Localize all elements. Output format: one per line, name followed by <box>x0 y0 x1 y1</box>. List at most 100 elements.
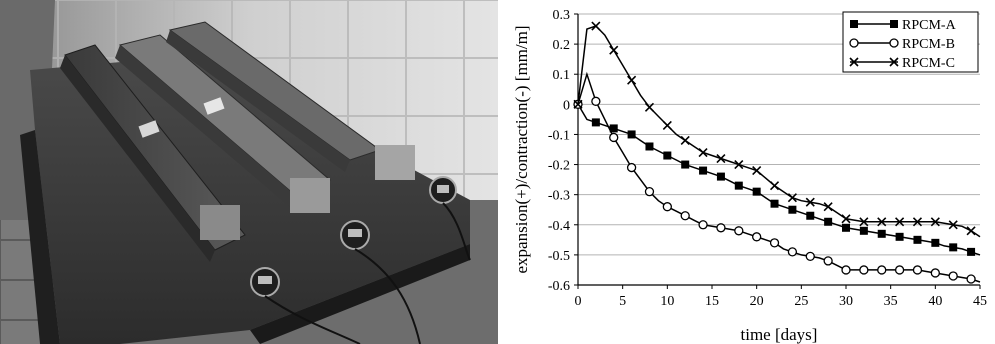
square-marker <box>931 238 940 247</box>
square-marker <box>967 247 976 256</box>
square-marker <box>645 142 654 151</box>
x-tick-label: 45 <box>973 294 987 309</box>
square-marker <box>824 217 833 226</box>
gauge-cable-2 <box>354 248 421 344</box>
y-tick-label: -0.1 <box>548 128 570 143</box>
gauge-cable-1 <box>264 295 361 344</box>
square-marker <box>850 20 858 28</box>
x-marker <box>823 202 833 212</box>
legend-label: RPCM-B <box>902 37 955 52</box>
y-tick-label: -0.3 <box>548 189 570 204</box>
series-rpcm-c <box>573 21 981 238</box>
square-marker <box>734 181 743 190</box>
y-tick-label: -0.5 <box>548 249 570 264</box>
square-marker <box>859 226 868 235</box>
square-marker <box>895 232 904 241</box>
x-marker <box>609 45 619 55</box>
square-marker <box>627 130 636 139</box>
dial-gauge-1 <box>200 205 280 297</box>
square-marker <box>591 118 600 127</box>
circle-marker <box>966 274 976 284</box>
chart-canvas: 0.3 0.2 0.1 0 -0.1 -0.2 -0.3 -0.4 -0.5 -0.6 0 5 10 15… <box>512 8 987 344</box>
circle-marker <box>769 238 780 248</box>
x-marker <box>644 102 655 112</box>
x-marker <box>716 153 726 164</box>
x-marker <box>787 193 797 203</box>
x-marker <box>841 214 851 224</box>
x-tick-label: 30 <box>839 294 853 309</box>
y-tick-label: 0.1 <box>553 68 571 83</box>
x-tick-label: 25 <box>794 294 808 309</box>
circle-marker <box>948 271 958 281</box>
x-marker <box>627 75 637 85</box>
x-tick-label: 15 <box>705 294 719 309</box>
circle-marker <box>698 220 708 230</box>
legend-label: RPCM-C <box>902 56 955 71</box>
square-marker <box>681 160 690 169</box>
x-tick-label: 20 <box>750 294 764 309</box>
series-rpcm-a <box>574 100 981 256</box>
y-tick-label: 0.3 <box>553 8 571 23</box>
shrinkage-mold-2-side <box>115 45 295 207</box>
square-marker <box>842 223 850 232</box>
circle-marker <box>662 202 672 212</box>
square-marker <box>752 187 761 196</box>
circle-marker <box>823 256 833 266</box>
square-marker <box>770 199 779 208</box>
square-marker <box>663 151 672 160</box>
circle-marker <box>877 265 887 275</box>
square-marker <box>609 124 618 133</box>
series-layer <box>573 21 981 284</box>
series-line <box>577 103 981 256</box>
x-tick-label: 5 <box>619 294 626 309</box>
square-marker <box>890 20 898 28</box>
axes <box>574 13 981 289</box>
x-marker <box>895 217 905 227</box>
x-marker <box>573 99 583 109</box>
square-marker <box>788 205 797 214</box>
x-marker <box>734 159 744 170</box>
y-tick-label: 0 <box>563 98 570 113</box>
circle-marker <box>680 211 690 221</box>
x-marker <box>877 217 887 227</box>
mold-label-2 <box>203 97 225 115</box>
circle-marker <box>752 232 762 242</box>
x-marker <box>948 220 958 230</box>
x-tick-label: 0 <box>575 294 582 309</box>
y-tick-label: -0.6 <box>548 279 570 294</box>
x-marker <box>912 217 923 227</box>
square-marker <box>877 229 886 238</box>
circle-marker <box>859 265 869 275</box>
series-line <box>577 25 981 238</box>
shrinkage-test-photo <box>0 0 498 344</box>
circle-marker <box>894 265 905 275</box>
series-line <box>577 71 981 283</box>
circle-marker <box>644 187 655 197</box>
circle-marker <box>734 226 744 236</box>
x-marker <box>662 120 672 130</box>
square-marker <box>699 166 708 175</box>
circle-marker <box>787 247 798 257</box>
photo-panel <box>0 0 498 344</box>
y-tick-label: -0.4 <box>548 219 570 234</box>
x-marker <box>591 21 601 31</box>
shrinkage-chart: 0.3 0.2 0.1 0 -0.1 -0.2 -0.3 -0.4 -0.5 -0.6 0 5 10 15… <box>505 0 995 344</box>
x-marker <box>769 181 780 191</box>
circle-marker <box>609 132 619 143</box>
mold-label-1 <box>138 120 160 138</box>
legend-label: RPCM-A <box>902 18 957 33</box>
circle-marker <box>889 38 899 48</box>
legend: RPCM-A RPCM-B RPCM-C <box>842 11 979 73</box>
circle-marker <box>912 265 923 275</box>
circle-marker <box>930 268 940 278</box>
square-marker <box>716 172 725 181</box>
square-marker <box>806 211 815 220</box>
x-marker <box>859 217 869 227</box>
x-tick-label: 40 <box>928 294 942 309</box>
shrinkage-mold-3-side <box>166 30 350 172</box>
x-marker <box>849 57 859 67</box>
circle-marker <box>805 251 815 262</box>
y-tick-label: 0.2 <box>553 38 571 53</box>
dial-gauge-2 <box>290 178 370 250</box>
x-tick-label: 35 <box>884 294 898 309</box>
